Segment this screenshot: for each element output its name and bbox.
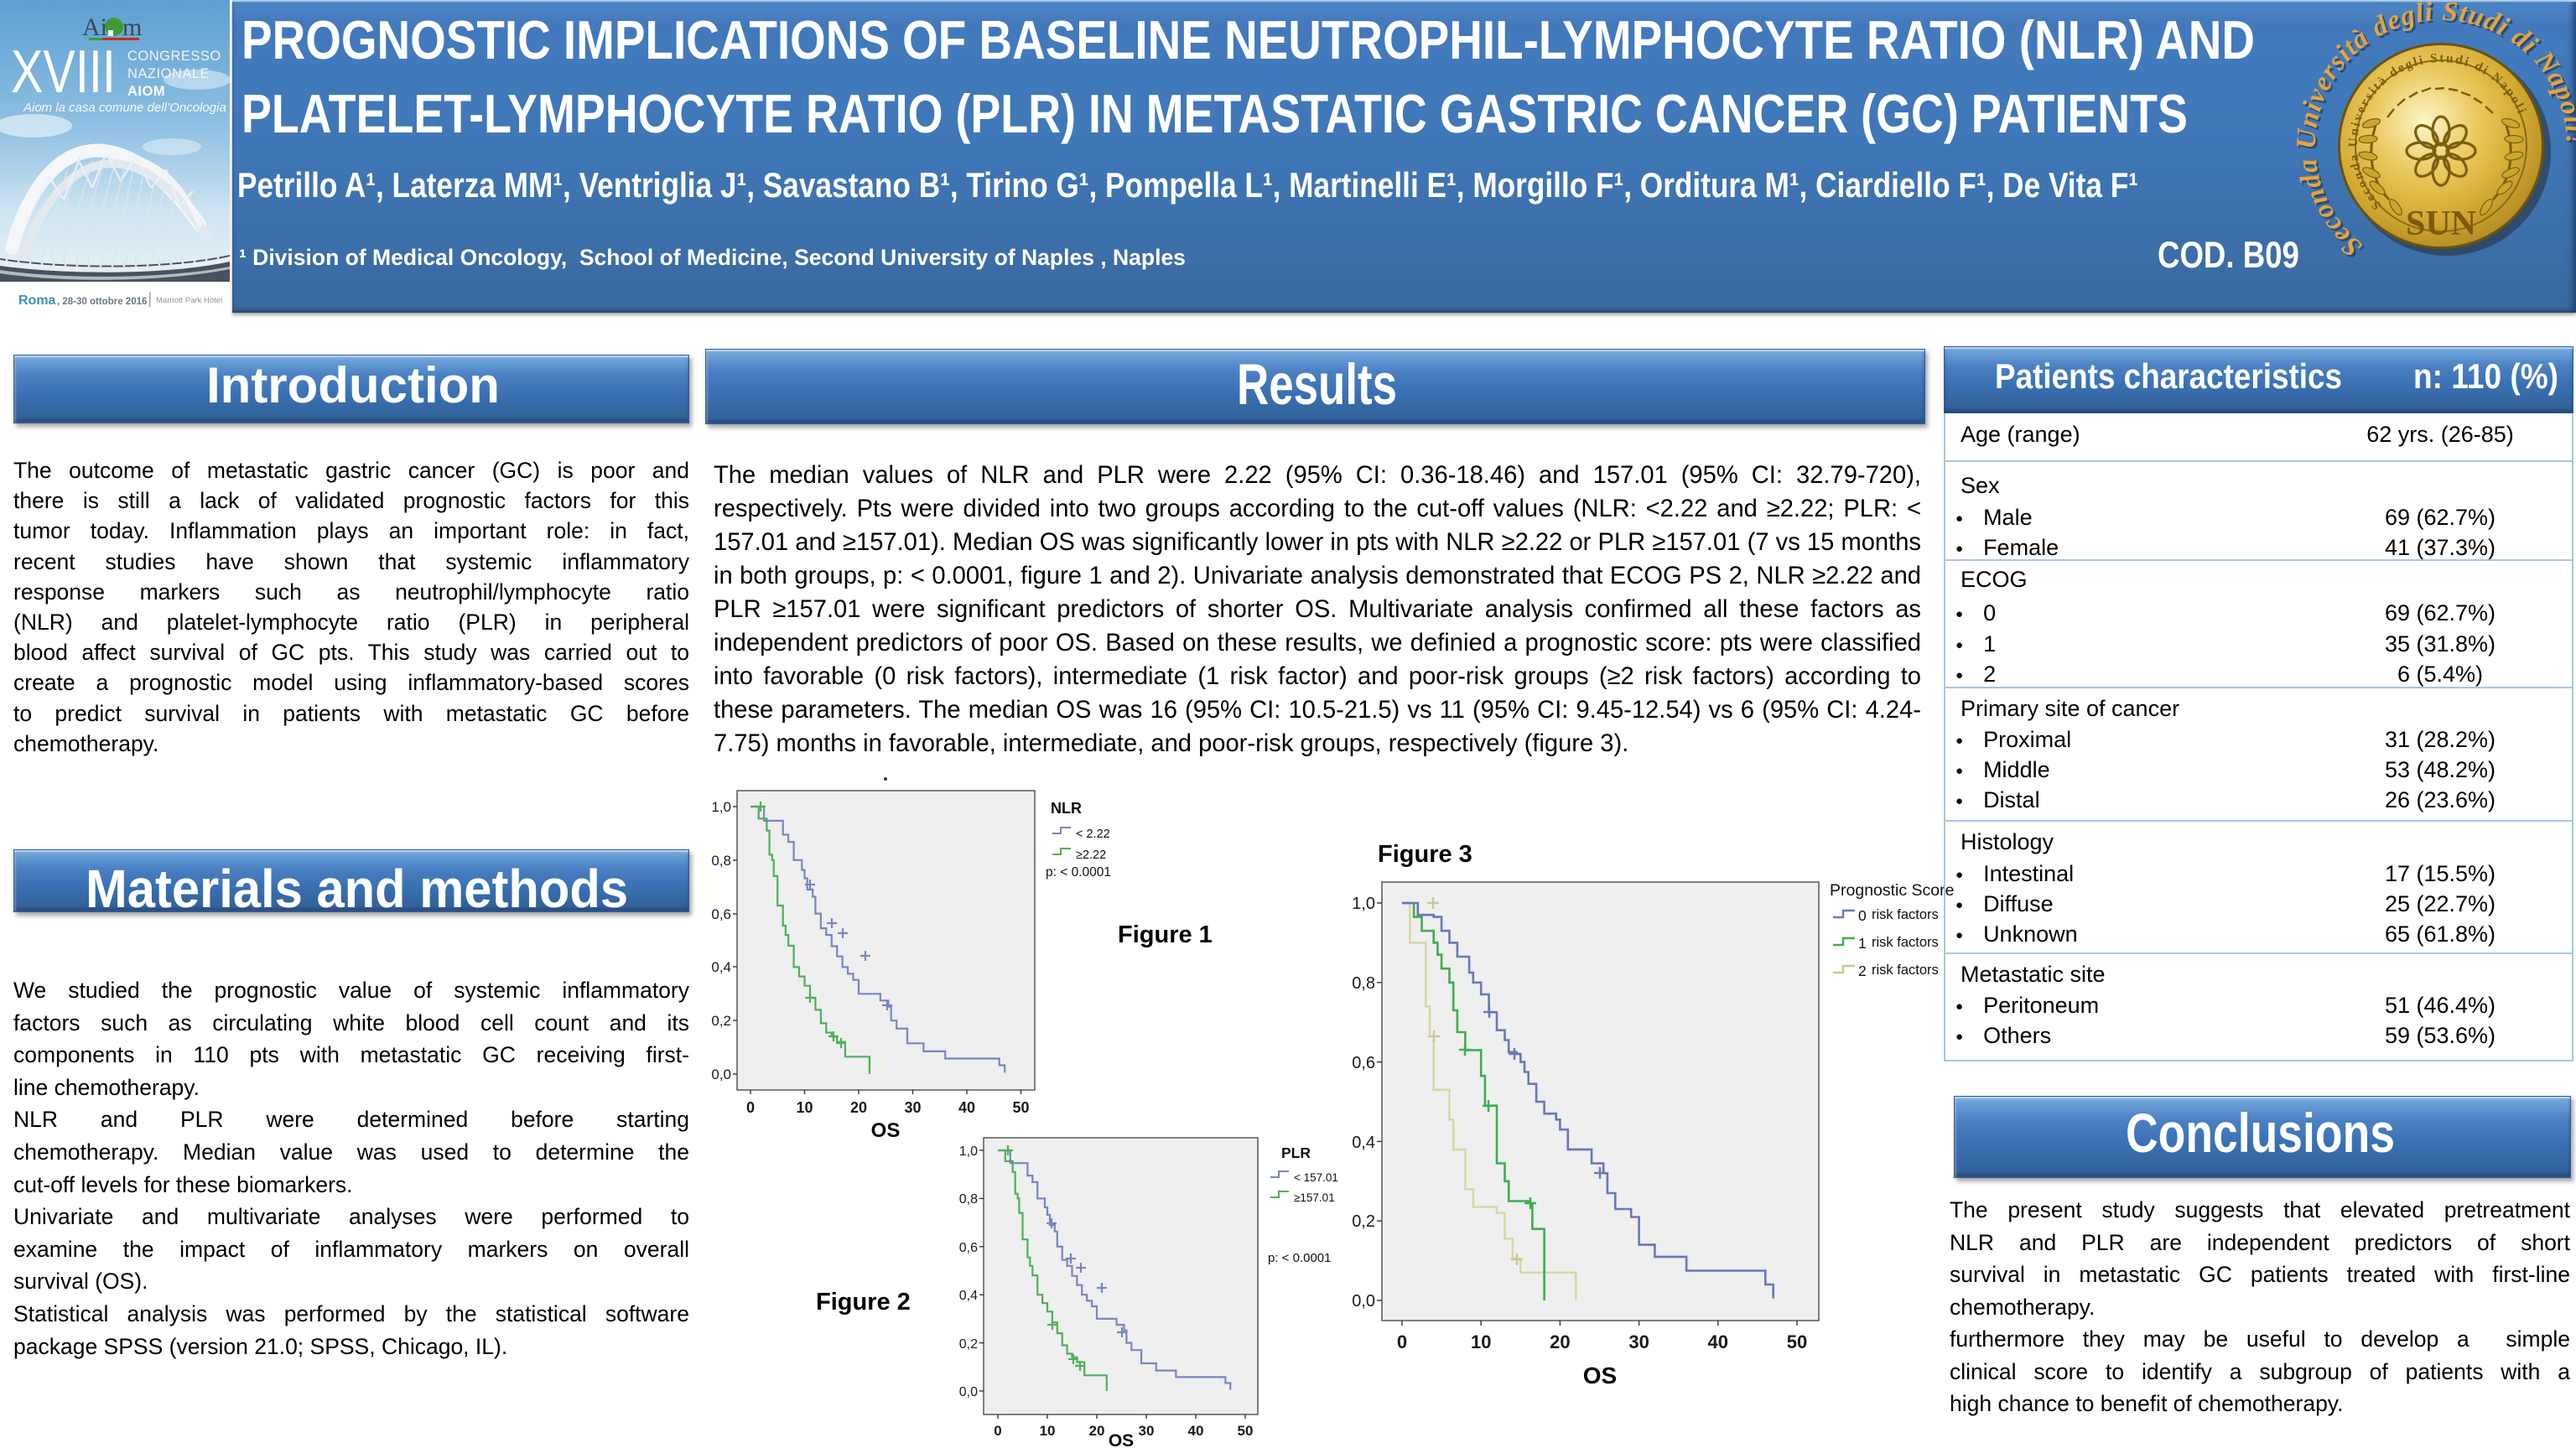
svg-text:OS: OS — [871, 1119, 901, 1142]
svg-text:< 2.22: < 2.22 — [1076, 828, 1110, 841]
svg-text:40: 40 — [1188, 1423, 1204, 1439]
svg-text:10: 10 — [1471, 1331, 1491, 1352]
svg-text:Figure 2: Figure 2 — [816, 1289, 911, 1316]
svg-text:1: 1 — [1858, 935, 1867, 952]
svg-text:p: < 0.0001: p: < 0.0001 — [1268, 1251, 1331, 1265]
svg-text:0,0: 0,0 — [1352, 1292, 1375, 1310]
svg-text:0,0: 0,0 — [711, 1067, 731, 1082]
svg-text:Prognostic Score: Prognostic Score — [1830, 881, 1955, 900]
svg-text:NAZIONALE: NAZIONALE — [127, 66, 210, 81]
svg-text:OS: OS — [1583, 1362, 1617, 1388]
svg-text:0: 0 — [1397, 1331, 1407, 1352]
svg-text:SUN: SUN — [2406, 205, 2476, 243]
svg-text:AIOM: AIOM — [127, 84, 165, 99]
svg-text:1,0: 1,0 — [711, 799, 731, 815]
svg-text:1,0: 1,0 — [959, 1144, 978, 1159]
svg-text:0,8: 0,8 — [959, 1192, 978, 1207]
svg-text:NLR: NLR — [1051, 800, 1082, 817]
svg-text:0,2: 0,2 — [1352, 1212, 1375, 1231]
svg-text:0,6: 0,6 — [1352, 1054, 1375, 1072]
svg-text:Figure 3: Figure 3 — [1378, 841, 1472, 868]
svg-text:50: 50 — [1238, 1423, 1254, 1439]
svg-text:0,8: 0,8 — [1352, 974, 1375, 993]
svg-text:0,4: 0,4 — [959, 1289, 978, 1303]
svg-text:m: m — [122, 13, 142, 41]
svg-text:Aiom la casa comune dell’Oncol: Aiom la casa comune dell’Oncologia — [23, 101, 226, 115]
svg-text:Figure 1: Figure 1 — [1118, 921, 1213, 948]
svg-text:30: 30 — [904, 1099, 921, 1116]
svg-text:, 28-30 ottobre 2016: , 28-30 ottobre 2016 — [57, 297, 147, 307]
svg-text:risk factors: risk factors — [1872, 907, 1939, 922]
svg-text:≥157.01: ≥157.01 — [1294, 1191, 1335, 1204]
svg-text:0: 0 — [746, 1099, 755, 1116]
svg-text:risk factors: risk factors — [1872, 935, 1939, 950]
svg-text:20: 20 — [1089, 1423, 1105, 1439]
svg-text:30: 30 — [1628, 1331, 1649, 1352]
svg-text:20: 20 — [850, 1099, 867, 1116]
svg-text:0,2: 0,2 — [959, 1337, 978, 1352]
svg-text:20: 20 — [1550, 1331, 1570, 1352]
svg-text:0,6: 0,6 — [711, 906, 731, 922]
svg-text:0,0: 0,0 — [959, 1385, 978, 1399]
svg-text:≥2.22: ≥2.22 — [1076, 849, 1106, 862]
svg-text:XVIII: XVIII — [11, 38, 116, 106]
svg-text:0,4: 0,4 — [1352, 1134, 1375, 1152]
svg-text:Roma: Roma — [18, 293, 56, 308]
svg-text:OS: OS — [1109, 1431, 1134, 1448]
svg-text:2: 2 — [1858, 963, 1867, 979]
svg-text:CONGRESSO: CONGRESSO — [127, 49, 221, 64]
svg-text:< 157.01: < 157.01 — [1294, 1171, 1338, 1184]
svg-text:40: 40 — [958, 1099, 975, 1116]
svg-text:PLR: PLR — [1281, 1144, 1311, 1161]
svg-text:0,2: 0,2 — [711, 1013, 731, 1029]
svg-text:0: 0 — [1858, 907, 1867, 924]
svg-text:Marriott Park Hotel: Marriott Park Hotel — [156, 296, 222, 305]
svg-text:risk factors: risk factors — [1872, 963, 1939, 978]
svg-text:p: < 0.0001: p: < 0.0001 — [1046, 865, 1111, 880]
svg-text:10: 10 — [796, 1099, 813, 1116]
svg-text:10: 10 — [1040, 1423, 1056, 1439]
svg-text:0,6: 0,6 — [959, 1241, 978, 1255]
svg-text:0,8: 0,8 — [711, 853, 731, 869]
svg-text:50: 50 — [1012, 1099, 1029, 1116]
svg-text:0: 0 — [994, 1423, 1001, 1439]
svg-text:50: 50 — [1787, 1331, 1807, 1352]
svg-text:40: 40 — [1708, 1331, 1728, 1352]
svg-text:Ai: Ai — [82, 13, 107, 41]
svg-text:30: 30 — [1139, 1423, 1155, 1439]
svg-text:0,4: 0,4 — [711, 959, 731, 975]
svg-text:1,0: 1,0 — [1352, 895, 1375, 913]
